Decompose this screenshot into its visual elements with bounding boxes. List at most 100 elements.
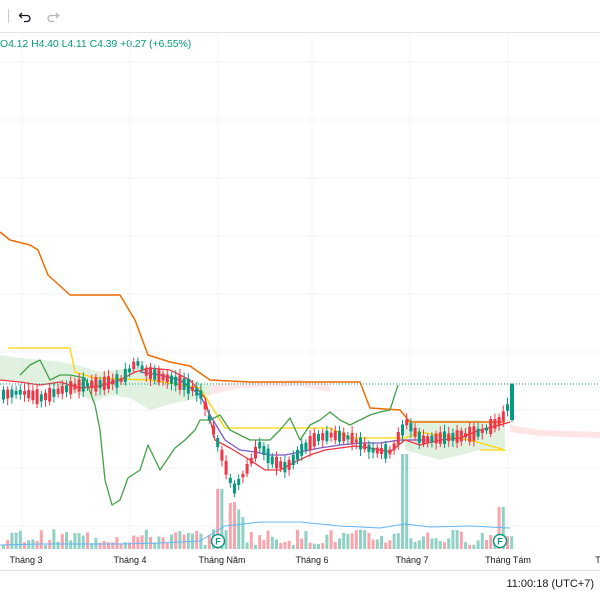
volume-bar — [291, 544, 295, 549]
candle — [233, 483, 236, 494]
volume-bar — [438, 540, 442, 549]
candle — [186, 378, 190, 394]
candle — [212, 425, 215, 435]
volume-bar — [266, 530, 270, 549]
volume-bar — [464, 542, 467, 549]
candle — [77, 379, 81, 392]
volume-bar — [510, 536, 514, 549]
chart-toolbar — [0, 0, 600, 33]
candle — [27, 389, 31, 399]
candle — [350, 432, 354, 444]
candle — [380, 447, 383, 455]
volume-bar — [136, 536, 140, 549]
candle — [35, 389, 39, 405]
candle — [102, 376, 106, 391]
candle — [506, 404, 509, 411]
volume-bar — [497, 507, 501, 549]
candle — [359, 437, 362, 450]
volume-bar — [107, 542, 110, 549]
volume-bar — [60, 533, 64, 549]
time-axis-border — [0, 570, 600, 571]
volume-bar — [241, 517, 245, 549]
volume-bar — [325, 534, 329, 549]
candle — [405, 419, 409, 426]
time-axis-label: Tháng 4 — [113, 555, 146, 565]
candle — [291, 454, 295, 465]
volume-bar — [468, 544, 472, 549]
volume-bar — [73, 532, 77, 549]
candle — [157, 368, 161, 383]
volume-bar — [90, 543, 94, 549]
candle — [451, 432, 455, 441]
volume-bar — [485, 539, 488, 549]
candle — [60, 385, 64, 394]
candle — [447, 433, 451, 442]
candle — [426, 436, 430, 443]
candle — [182, 378, 186, 390]
volume-bar — [354, 530, 358, 549]
candle — [338, 430, 341, 442]
candle — [283, 461, 287, 473]
volume-bar — [98, 542, 102, 549]
candle — [275, 456, 278, 469]
candle — [44, 392, 47, 401]
volume-bar — [489, 535, 493, 549]
volume-ma-line — [0, 521, 511, 546]
candle — [375, 447, 379, 454]
legend-low: L4.11 — [61, 38, 87, 50]
clock-readout: 11:00:18 (UTC+7) — [506, 578, 594, 590]
candle — [115, 374, 119, 388]
candle — [111, 379, 115, 385]
volume-bar — [338, 538, 341, 549]
volume-bar — [430, 538, 434, 549]
volume-bar — [199, 533, 203, 549]
candle — [367, 444, 371, 453]
volume-bar — [18, 530, 22, 549]
candle — [300, 443, 304, 456]
candle — [2, 389, 5, 400]
volume-bar — [447, 538, 451, 549]
volume-bar — [312, 543, 316, 549]
candle — [312, 433, 316, 447]
volume-bar — [401, 454, 404, 549]
volume-bar — [186, 532, 190, 549]
volume-bar — [254, 544, 257, 549]
candle — [249, 457, 253, 464]
candle — [18, 389, 22, 395]
candle — [199, 390, 203, 399]
candle — [65, 385, 68, 393]
time-axis-label: Tháng 6 — [295, 555, 328, 565]
candle — [464, 433, 467, 438]
legend-open: O4.12 — [0, 38, 29, 50]
candle — [245, 464, 249, 474]
volume-bar — [426, 532, 430, 549]
candle — [149, 367, 152, 380]
candle — [468, 426, 472, 442]
price-chart[interactable]: F F Tháng 3 Tháng 4 Tháng Năm Tháng 6 Tháng 7 T… — [0, 32, 600, 570]
ichimoku-lead-span-b — [0, 231, 505, 423]
candle — [430, 435, 434, 443]
volume-bar — [153, 542, 157, 549]
candle — [241, 473, 245, 478]
volume-bar — [329, 530, 333, 549]
volume-bar — [245, 542, 249, 549]
candle — [325, 430, 329, 442]
volume-bar — [363, 530, 367, 549]
volume-bar — [279, 543, 283, 549]
redo-icon[interactable] — [42, 5, 64, 27]
volume-bar — [119, 543, 123, 549]
candle — [443, 431, 446, 444]
candle — [317, 434, 320, 442]
volume-bar — [346, 533, 350, 549]
ichimoku-lagging-span — [19, 359, 399, 506]
time-axis-label: Tháng 3 — [9, 555, 42, 565]
candle — [342, 432, 346, 442]
volume-bar — [56, 541, 60, 549]
candle — [266, 448, 270, 463]
candle — [384, 444, 388, 459]
candle — [422, 435, 425, 445]
candle — [170, 375, 173, 384]
volume-bar — [451, 529, 455, 549]
volume-bar — [359, 529, 362, 549]
undo-icon[interactable] — [14, 5, 36, 27]
